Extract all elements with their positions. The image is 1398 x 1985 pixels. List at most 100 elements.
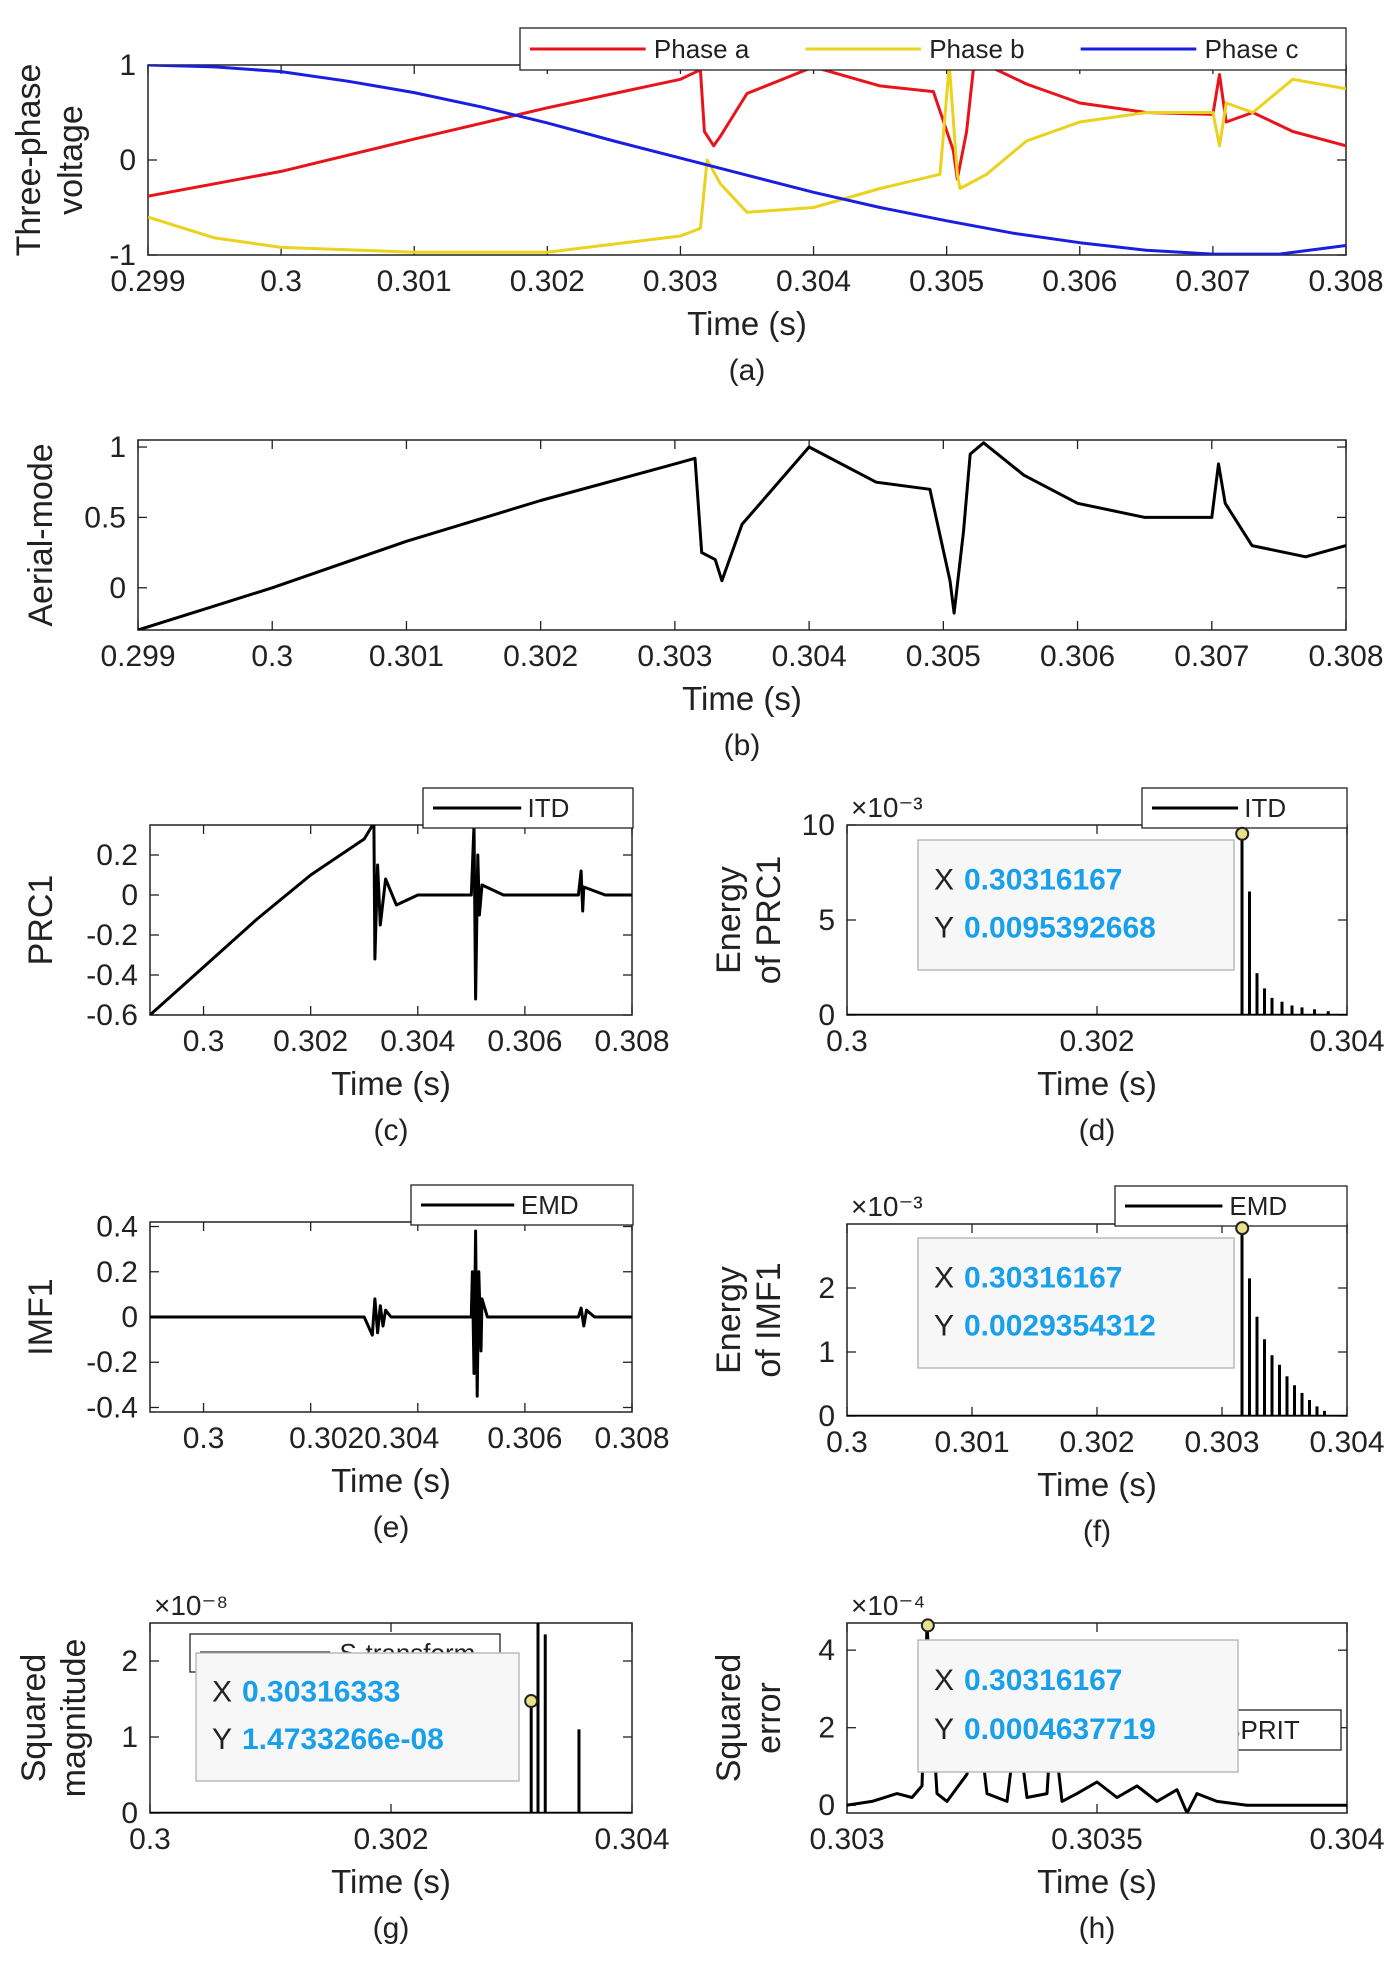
x-tick-label: 0.304 [1309,1426,1384,1459]
x-tick-label: 0.304 [776,265,851,298]
legend: EMD [1114,1185,1348,1227]
plot-area [150,1623,632,1813]
datatip-y-key: Y [934,1310,954,1343]
x-tick-label: 0.304 [1309,1823,1384,1856]
datatip-marker[interactable] [1235,1221,1250,1236]
plot-area [150,825,632,1015]
datatip-box [917,1237,1235,1369]
x-axis-label: Time (s) [1037,1466,1157,1503]
x-tick-label: 0.299 [100,640,175,673]
y-tick-label: 0 [109,572,126,605]
legend-label: ITD [528,793,570,823]
datatip-y-value: 0.0095392668 [964,912,1156,945]
y-axis-label: magnitude [55,1639,93,1798]
datatip[interactable]: X 0.30316167 Y 0.0029354312 [917,1237,1235,1369]
x-tick-label: 0.304 [1309,1025,1384,1058]
x-tick-label: 0.3 [826,1025,868,1058]
legend: ITD [1141,787,1348,829]
y-axis-label: Squared [15,1654,53,1783]
y-tick-label: 0 [818,1400,835,1433]
x-axis-label: Time (s) [331,1065,451,1102]
panel-caption: (e) [373,1511,410,1544]
legend-label: EMD [521,1190,579,1220]
legend: EMD [410,1184,634,1226]
y-tick-label: -0.4 [86,959,138,992]
legend-label: EMD [1229,1191,1287,1221]
series-line-itd [150,825,632,1015]
y-tick-label: 1 [818,1336,835,1369]
datatip-marker[interactable] [1235,826,1250,841]
series-line-emd [150,1229,632,1398]
datatip-x-value: 0.30316167 [964,863,1123,896]
datatip-marker[interactable] [524,1694,539,1709]
panel-caption: (d) [1079,1114,1116,1147]
panel-caption: (b) [724,729,761,762]
x-tick-label: 0.304 [380,1025,455,1058]
datatip[interactable]: X 0.30316167 Y 0.0004637719 [917,1639,1239,1773]
x-tick-label: 0.308 [594,1025,669,1058]
x-tick-label: 0.304 [594,1823,669,1856]
x-tick-label: 0.305 [906,640,981,673]
series-line-0 [138,441,1346,630]
legend-label: Phase a [654,34,750,64]
y-axis-label: of PRC1 [750,856,788,985]
datatip[interactable]: X 0.30316167 Y 0.0095392668 [917,839,1235,971]
datatip[interactable]: X 0.30316333 Y 1.4733266e-08 [195,1652,520,1782]
x-tick-label: 0.3 [183,1422,225,1455]
datatip-x-key: X [212,1676,232,1709]
y-tick-label: 0 [818,999,835,1032]
x-tick-label: 0.303 [643,265,718,298]
y-tick-label: 0.5 [84,501,126,534]
y-tick-label: 0 [121,1301,138,1334]
x-tick-label: 0.305 [909,265,984,298]
x-tick-label: 0.302 [273,1025,348,1058]
y-tick-label: -0.6 [86,999,138,1032]
datatip-y-value: 0.0004637719 [964,1713,1156,1746]
x-tick-label: 0.303 [637,640,712,673]
legend: Phase a Phase b Phase c [519,27,1347,71]
axes-box [149,824,633,1016]
y-tick-label: -0.2 [86,1346,138,1379]
y-exponent-label: ×10⁻⁴ [851,1590,925,1621]
x-tick-label: 0.306 [487,1422,562,1455]
series-S-transform [150,1623,632,1813]
datatip-box [195,1652,520,1782]
panel-a: 0.299 0.3 0.301 0.302 0.303 0.304 0.305 0.306 0.… [10,27,1384,387]
y-axis-label: error [750,1682,788,1754]
datatip-y-key: Y [934,912,954,945]
x-axis-label: Time (s) [682,680,802,717]
x-tick-label: 0.302 [1059,1426,1134,1459]
y-axis-label: voltage [52,105,90,215]
legend-label: Phase b [929,34,1024,64]
x-tick-label: 0.3020.304 [289,1422,439,1455]
x-tick-label: 0.299 [110,265,185,298]
datatip-x-key: X [934,1664,954,1697]
x-tick-label: 0.302 [353,1823,428,1856]
y-tick-label: 5 [818,904,835,937]
x-tick-label: 0.3 [260,265,302,298]
datatip-marker[interactable] [920,1618,935,1633]
panel-b: 0.299 0.3 0.301 0.302 0.303 0.304 0.305 0.306 0.… [22,431,1384,762]
y-tick-label: 0 [818,1789,835,1822]
x-tick-label: 0.303 [809,1823,884,1856]
plot-area [847,833,1347,1015]
y-tick-label: 0.2 [96,1256,138,1289]
datatip-y-value: 0.0029354312 [964,1310,1156,1343]
legend: ITD [422,787,634,829]
y-tick-label: 2 [818,1272,835,1305]
panel-caption: (g) [373,1912,410,1945]
datatip-x-key: X [934,863,954,896]
plot-area [148,65,1346,255]
y-exponent-label: ×10⁻³ [851,1191,923,1222]
y-exponent-label: ×10⁻³ [851,792,923,823]
plot-area [150,1229,632,1398]
series-line-phase-c [148,65,1346,255]
datatip-x-key: X [934,1261,954,1294]
y-tick-label: 0.2 [96,839,138,872]
series-ITD [847,833,1347,1015]
panel-g: 0.3 0.302 0.304 0 1 2 ×10⁻⁸ Time (s) (g) Squared m… [15,1590,670,1945]
panel-caption: (h) [1079,1912,1116,1945]
x-axis-label: Time (s) [331,1462,451,1499]
panel-caption: (f) [1083,1515,1111,1548]
